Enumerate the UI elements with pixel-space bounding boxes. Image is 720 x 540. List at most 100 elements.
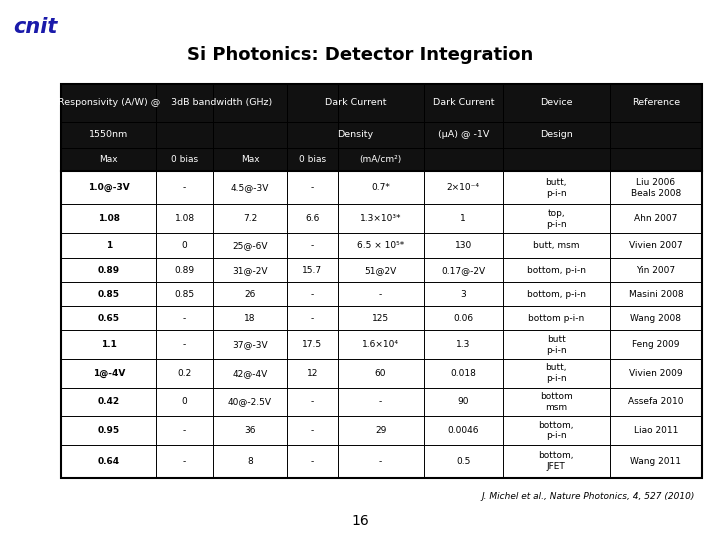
Text: 36: 36	[244, 426, 256, 435]
Text: -: -	[183, 184, 186, 192]
Text: Reference: Reference	[631, 98, 680, 107]
Bar	[61, 445, 702, 478]
Text: 0.42: 0.42	[98, 397, 120, 406]
Text: -: -	[183, 426, 186, 435]
Text: 15.7: 15.7	[302, 266, 323, 275]
Text: Device: Device	[540, 98, 572, 107]
Text: 1.0@-3V: 1.0@-3V	[88, 183, 130, 192]
Text: Design: Design	[540, 130, 572, 139]
Text: 125: 125	[372, 314, 389, 323]
Text: 17.5: 17.5	[302, 340, 323, 349]
Text: -: -	[311, 184, 314, 192]
Bar	[61, 84, 702, 478]
Text: (mA/cm²): (mA/cm²)	[359, 156, 402, 164]
Text: bottom, p-i-n: bottom, p-i-n	[527, 266, 586, 275]
Text: 0.7*: 0.7*	[371, 184, 390, 192]
Text: 0.2: 0.2	[177, 369, 192, 378]
Text: 1: 1	[106, 241, 112, 250]
Text: butt
p-i-n: butt p-i-n	[546, 335, 567, 355]
Bar	[61, 306, 702, 330]
Text: bottom p-i-n: bottom p-i-n	[528, 314, 585, 323]
Text: 6.6: 6.6	[305, 214, 320, 223]
Text: -: -	[379, 457, 382, 466]
Text: 0: 0	[181, 397, 187, 406]
Text: 25@-6V: 25@-6V	[233, 241, 268, 250]
Text: 0.018: 0.018	[450, 369, 476, 378]
Text: Wang 2011: Wang 2011	[630, 457, 681, 466]
Text: 0 bias: 0 bias	[299, 156, 326, 164]
Text: Feng 2009: Feng 2009	[632, 340, 680, 349]
Text: -: -	[379, 290, 382, 299]
Text: 0.95: 0.95	[98, 426, 120, 435]
Text: J. Michel et al., Nature Photonics, 4, 527 (2010): J. Michel et al., Nature Photonics, 4, 5…	[482, 492, 695, 501]
Text: Wang 2008: Wang 2008	[630, 314, 681, 323]
Bar	[61, 388, 702, 416]
Text: Liu 2006
Beals 2008: Liu 2006 Beals 2008	[631, 178, 681, 198]
Text: 12: 12	[307, 369, 318, 378]
Bar	[61, 282, 702, 306]
Text: 8: 8	[247, 457, 253, 466]
Text: -: -	[183, 457, 186, 466]
Text: butt, msm: butt, msm	[533, 241, 580, 250]
Text: -: -	[311, 397, 314, 406]
Text: bottom,
p-i-n: bottom, p-i-n	[539, 421, 574, 440]
Text: Assefa 2010: Assefa 2010	[628, 397, 683, 406]
Text: 0.06: 0.06	[453, 314, 473, 323]
Text: Liao 2011: Liao 2011	[634, 426, 678, 435]
Text: 3: 3	[460, 290, 466, 299]
Text: Ahn 2007: Ahn 2007	[634, 214, 678, 223]
Text: Responsivity (A/W) @: Responsivity (A/W) @	[58, 98, 160, 107]
Text: Masini 2008: Masini 2008	[629, 290, 683, 299]
Text: 6.5 × 10⁵*: 6.5 × 10⁵*	[357, 241, 404, 250]
Text: -: -	[183, 314, 186, 323]
Text: Density: Density	[338, 130, 374, 139]
Bar	[61, 205, 702, 233]
Bar	[61, 171, 702, 205]
Bar	[61, 330, 702, 359]
Text: Max: Max	[99, 156, 118, 164]
Text: 0.89: 0.89	[174, 266, 194, 275]
Text: 0.85: 0.85	[98, 290, 120, 299]
Text: 130: 130	[454, 241, 472, 250]
Text: 0 bias: 0 bias	[171, 156, 198, 164]
Text: -: -	[311, 241, 314, 250]
Text: 1.3×10³*: 1.3×10³*	[360, 214, 401, 223]
Text: 1: 1	[460, 214, 466, 223]
Text: 1.08: 1.08	[98, 214, 120, 223]
Text: 42@-4V: 42@-4V	[233, 369, 268, 378]
Text: 0.5: 0.5	[456, 457, 470, 466]
Text: Vivien 2007: Vivien 2007	[629, 241, 683, 250]
Text: 7.2: 7.2	[243, 214, 257, 223]
Text: Vivien 2009: Vivien 2009	[629, 369, 683, 378]
Text: top,
p-i-n: top, p-i-n	[546, 209, 567, 228]
Text: 2×10⁻⁴: 2×10⁻⁴	[446, 184, 480, 192]
Text: 0.65: 0.65	[98, 314, 120, 323]
Text: 1@-4V: 1@-4V	[93, 369, 125, 378]
Bar	[61, 359, 702, 388]
Text: cnit: cnit	[13, 17, 58, 37]
Text: -: -	[311, 290, 314, 299]
Text: 1.3: 1.3	[456, 340, 470, 349]
Text: 0.64: 0.64	[98, 457, 120, 466]
Text: Max: Max	[240, 156, 259, 164]
Text: 51@2V: 51@2V	[364, 266, 397, 275]
Text: 1550nm: 1550nm	[89, 130, 128, 139]
Text: 0: 0	[181, 241, 187, 250]
Text: (μA) @ -1V: (μA) @ -1V	[438, 130, 489, 139]
Text: Yin 2007: Yin 2007	[636, 266, 675, 275]
Text: 4.5@-3V: 4.5@-3V	[231, 184, 269, 192]
Text: 18: 18	[244, 314, 256, 323]
Text: 16: 16	[351, 514, 369, 528]
Bar	[61, 259, 702, 282]
Text: 1.08: 1.08	[174, 214, 194, 223]
Text: 0.89: 0.89	[98, 266, 120, 275]
Text: 0.0046: 0.0046	[448, 426, 479, 435]
Text: 29: 29	[375, 426, 386, 435]
Text: Si Photonics: Detector Integration: Si Photonics: Detector Integration	[187, 46, 533, 64]
Text: bottom
msm: bottom msm	[540, 392, 572, 411]
Text: 26: 26	[244, 290, 256, 299]
Text: 0.85: 0.85	[174, 290, 194, 299]
Text: -: -	[183, 340, 186, 349]
Text: 1.1: 1.1	[101, 340, 117, 349]
Text: 3dB bandwidth (GHz): 3dB bandwidth (GHz)	[171, 98, 272, 107]
